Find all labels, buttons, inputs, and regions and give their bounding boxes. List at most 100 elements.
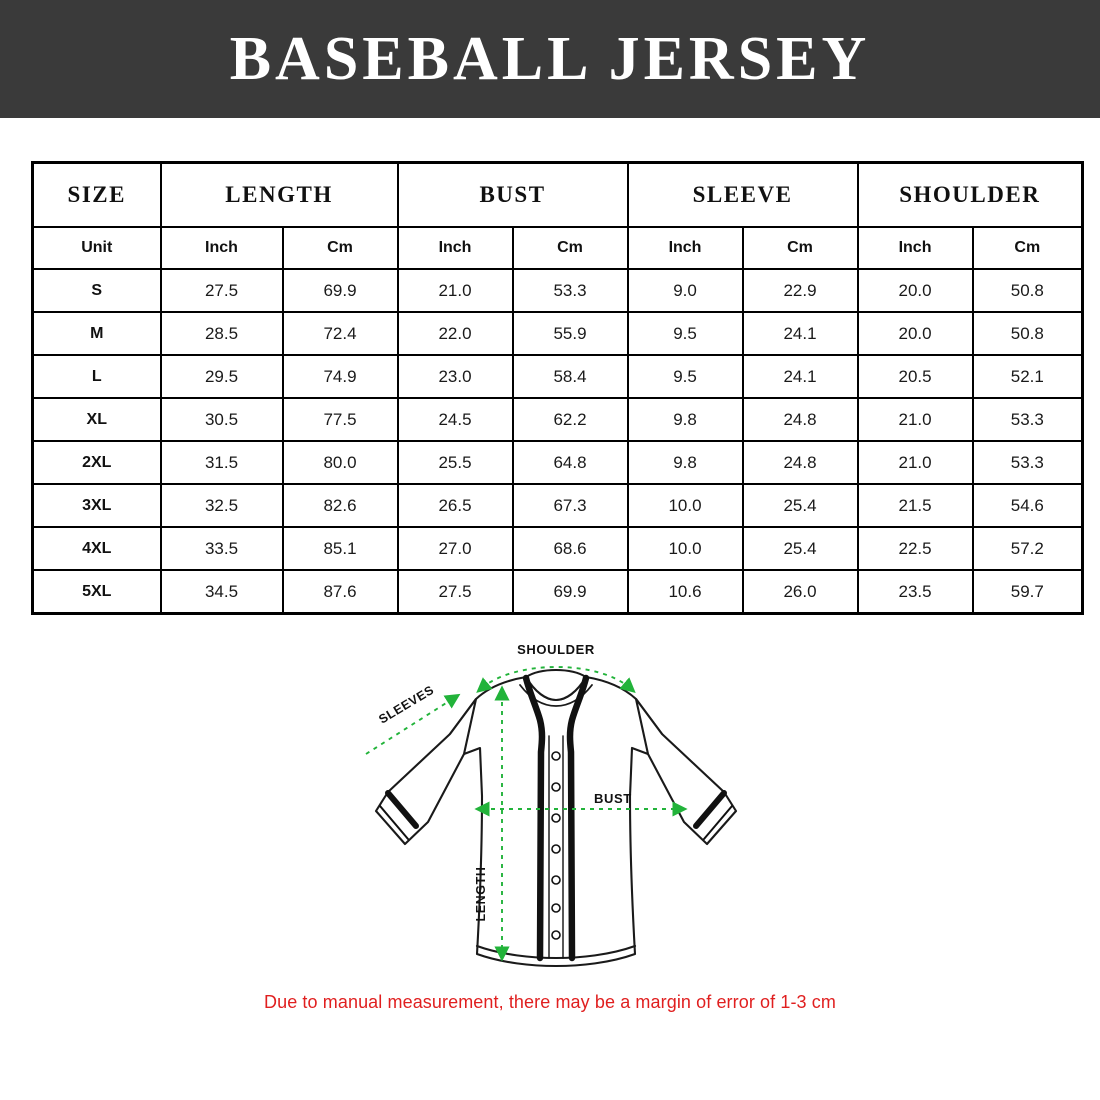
cell-sleeve-cm: 24.8: [741, 397, 859, 442]
cell-sleeve-cm: 24.1: [741, 354, 859, 399]
cell-bust-inch: 25.5: [396, 440, 514, 485]
cell-sleeve-cm: 24.8: [741, 440, 859, 485]
unit-header-length-inch: Inch: [159, 226, 284, 270]
jersey-measurement-diagram: SHOULDER SLEEVES BUST LENGTH: [330, 636, 770, 986]
column-group-bust: BUST: [396, 161, 629, 228]
cell-length-cm: 77.5: [281, 397, 399, 442]
unit-header-unit: Unit: [31, 226, 162, 270]
cell-size: 4XL: [31, 526, 162, 571]
cell-sleeve-inch: 10.6: [626, 569, 744, 615]
cell-length-inch: 32.5: [159, 483, 284, 528]
unit-header-shoulder-cm: Cm: [971, 226, 1084, 270]
cell-length-cm: 74.9: [281, 354, 399, 399]
jersey-button: [551, 813, 561, 823]
label-sleeves: SLEEVES: [376, 683, 436, 727]
label-shoulder: SHOULDER: [517, 642, 595, 657]
cell-length-inch: 30.5: [159, 397, 284, 442]
cell-bust-cm: 55.9: [511, 311, 629, 356]
jersey-right-sleeve: [634, 697, 738, 846]
table-unit-header-row: Unit Inch Cm Inch Cm Inch Cm Inch Cm: [31, 226, 1084, 270]
cell-sleeve-inch: 9.0: [626, 268, 744, 313]
cell-sleeve-cm: 22.9: [741, 268, 859, 313]
column-group-shoulder: SHOULDER: [856, 161, 1084, 228]
size-chart-table: SIZE LENGTH BUST SLEEVE SHOULDER Unit In…: [31, 161, 1085, 615]
cell-sleeve-inch: 9.8: [626, 397, 744, 442]
cell-sleeve-inch: 9.5: [626, 311, 744, 356]
cell-bust-cm: 64.8: [511, 440, 629, 485]
cell-sleeve-inch: 10.0: [626, 483, 744, 528]
cell-bust-cm: 68.6: [511, 526, 629, 571]
cell-shoulder-inch: 21.0: [856, 397, 974, 442]
column-group-length: LENGTH: [159, 161, 399, 228]
unit-header-sleeve-cm: Cm: [741, 226, 859, 270]
measurement-disclaimer: Due to manual measurement, there may be …: [264, 992, 836, 1012]
table-row: 4XL 33.5 85.1 27.0 68.6 10.0 25.4 22.5 57.2: [31, 526, 1084, 571]
cell-sleeve-cm: 26.0: [741, 569, 859, 615]
jersey-sleeve-cuff-trim: [379, 790, 733, 840]
table-body: S 27.5 69.9 21.0 53.3 9.0 22.9 20.0 50.8 M 28.5 72.…: [31, 268, 1084, 615]
cell-sleeve-inch: 9.5: [626, 354, 744, 399]
cell-sleeve-cm: 25.4: [741, 526, 859, 571]
jersey-button: [551, 930, 561, 940]
table-row: 3XL 32.5 82.6 26.5 67.3 10.0 25.4 21.5 54.6: [31, 483, 1084, 528]
unit-header-sleeve-inch: Inch: [626, 226, 744, 270]
cell-length-cm: 82.6: [281, 483, 399, 528]
cell-length-cm: 80.0: [281, 440, 399, 485]
cuff-trim-left-inner: [379, 805, 409, 840]
cuff-trim-left-outer: [385, 790, 419, 829]
cell-shoulder-inch: 23.5: [856, 569, 974, 615]
cell-shoulder-cm: 59.7: [971, 569, 1084, 615]
cell-shoulder-inch: 21.0: [856, 440, 974, 485]
cell-shoulder-inch: 21.5: [856, 483, 974, 528]
cell-size: 2XL: [31, 440, 162, 485]
jersey-button: [551, 782, 561, 792]
cell-length-inch: 28.5: [159, 311, 284, 356]
cell-size: 3XL: [31, 483, 162, 528]
table-group-header-row: SIZE LENGTH BUST SLEEVE SHOULDER: [31, 161, 1084, 228]
cell-bust-inch: 22.0: [396, 311, 514, 356]
cell-size: S: [31, 268, 162, 313]
cell-shoulder-cm: 50.8: [971, 268, 1084, 313]
cuff-trim-right-inner: [703, 805, 733, 840]
page-header-banner: BASEBALL JERSEY: [0, 0, 1100, 118]
cuff-trim-right-outer: [693, 790, 727, 829]
column-group-sleeve: SLEEVE: [626, 161, 859, 228]
measurement-guides: [365, 666, 688, 962]
unit-header-shoulder-inch: Inch: [856, 226, 974, 270]
cell-length-cm: 87.6: [281, 569, 399, 615]
table-row: 5XL 34.5 87.6 27.5 69.9 10.6 26.0 23.5 59.7: [31, 569, 1084, 615]
cell-shoulder-cm: 52.1: [971, 354, 1084, 399]
cell-sleeve-cm: 25.4: [741, 483, 859, 528]
page-title: BASEBALL JERSEY: [229, 25, 871, 93]
cell-bust-inch: 21.0: [396, 268, 514, 313]
table-row: 2XL 31.5 80.0 25.5 64.8 9.8 24.8 21.0 53.3: [31, 440, 1084, 485]
cell-bust-inch: 26.5: [396, 483, 514, 528]
cell-bust-inch: 23.0: [396, 354, 514, 399]
cell-sleeve-inch: 9.8: [626, 440, 744, 485]
cell-bust-inch: 24.5: [396, 397, 514, 442]
cell-sleeve-cm: 24.1: [741, 311, 859, 356]
cell-shoulder-inch: 20.5: [856, 354, 974, 399]
unit-header-bust-cm: Cm: [511, 226, 629, 270]
label-bust: BUST: [594, 791, 632, 806]
table-row: L 29.5 74.9 23.0 58.4 9.5 24.1 20.5 52.1: [31, 354, 1084, 399]
cell-bust-cm: 69.9: [511, 569, 629, 615]
cell-shoulder-cm: 54.6: [971, 483, 1084, 528]
jersey-button: [551, 903, 561, 913]
cell-sleeve-inch: 10.0: [626, 526, 744, 571]
size-chart-table-container: SIZE LENGTH BUST SLEEVE SHOULDER Unit In…: [31, 161, 1085, 615]
cell-shoulder-cm: 53.3: [971, 397, 1084, 442]
unit-header-length-cm: Cm: [281, 226, 399, 270]
cell-bust-cm: 62.2: [511, 397, 629, 442]
cell-bust-cm: 58.4: [511, 354, 629, 399]
jersey-button: [551, 844, 561, 854]
cell-bust-inch: 27.5: [396, 569, 514, 615]
unit-header-bust-inch: Inch: [396, 226, 514, 270]
cell-bust-cm: 67.3: [511, 483, 629, 528]
cell-length-cm: 69.9: [281, 268, 399, 313]
cell-bust-inch: 27.0: [396, 526, 514, 571]
cell-size: 5XL: [31, 569, 162, 615]
cell-length-inch: 29.5: [159, 354, 284, 399]
cell-length-cm: 72.4: [281, 311, 399, 356]
column-group-size: SIZE: [31, 161, 162, 228]
